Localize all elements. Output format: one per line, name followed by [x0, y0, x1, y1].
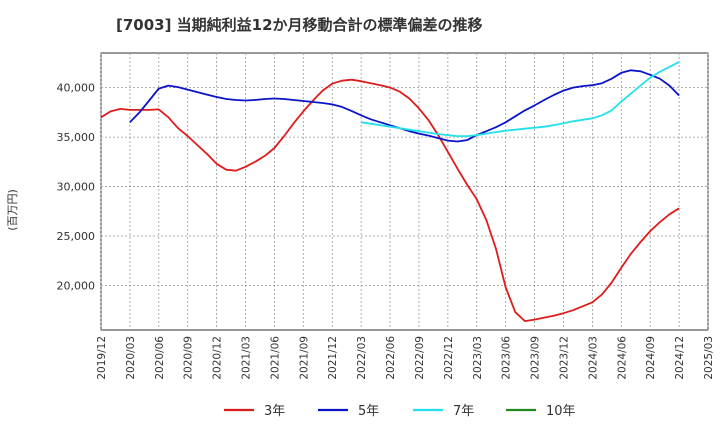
y-axis-ticks: 20,000 25,000 30,000 35,000 40,000 [57, 82, 96, 293]
legend-label: 5年 [358, 404, 379, 419]
legend-label: 10年 [546, 404, 576, 419]
legend: 3年 5年 7年 10年 [224, 404, 576, 419]
series-lines [100, 61, 680, 323]
x-tick-label: 2020/06 [154, 336, 166, 380]
x-tick-label: 2023/06 [501, 336, 513, 380]
plot-area [100, 52, 709, 331]
y-tick-label: 30,000 [57, 181, 96, 194]
x-tick-label: 2020/12 [212, 336, 224, 380]
x-tick-label: 2024/12 [674, 336, 686, 380]
x-tick-label: 2022/06 [385, 336, 397, 380]
legend-label: 7年 [453, 404, 474, 419]
y-tick-label: 40,000 [57, 82, 96, 95]
x-tick-label: 2023/03 [472, 336, 484, 380]
y-axis-label: (百万円) [6, 189, 19, 231]
x-tick-label: 2023/12 [558, 336, 570, 380]
series-line-3年 [100, 78, 680, 323]
x-tick-label: 2021/09 [298, 336, 310, 380]
y-tick-label: 25,000 [57, 230, 96, 243]
x-tick-label: 2021/12 [327, 336, 339, 380]
legend-label: 3年 [264, 404, 285, 419]
x-axis-ticks: 2019/12 2020/03 2020/06 2020/09 2020/12 2021/… [96, 336, 715, 380]
y-tick-label: 35,000 [57, 131, 96, 144]
series-line-7年 [360, 61, 680, 138]
x-tick-label: 2021/03 [241, 336, 253, 380]
grid-lines [100, 53, 709, 330]
x-tick-label: 2022/09 [414, 336, 426, 380]
chart-title: [7003] 当期純利益12か月移動合計の標準偏差の推移 [116, 16, 483, 34]
x-tick-label: 2024/06 [616, 336, 628, 380]
x-tick-label: 2024/03 [587, 336, 599, 380]
x-tick-label: 2023/09 [530, 336, 542, 380]
x-tick-label: 2019/12 [96, 336, 108, 380]
x-tick-label: 2025/03 [703, 336, 715, 380]
x-tick-label: 2020/09 [183, 336, 195, 380]
x-tick-label: 2024/09 [645, 336, 657, 380]
x-tick-label: 2020/03 [125, 336, 137, 380]
y-tick-label: 20,000 [57, 279, 96, 292]
x-tick-label: 2022/03 [356, 336, 368, 380]
x-tick-label: 2022/12 [443, 336, 455, 380]
x-tick-label: 2021/06 [269, 336, 281, 380]
